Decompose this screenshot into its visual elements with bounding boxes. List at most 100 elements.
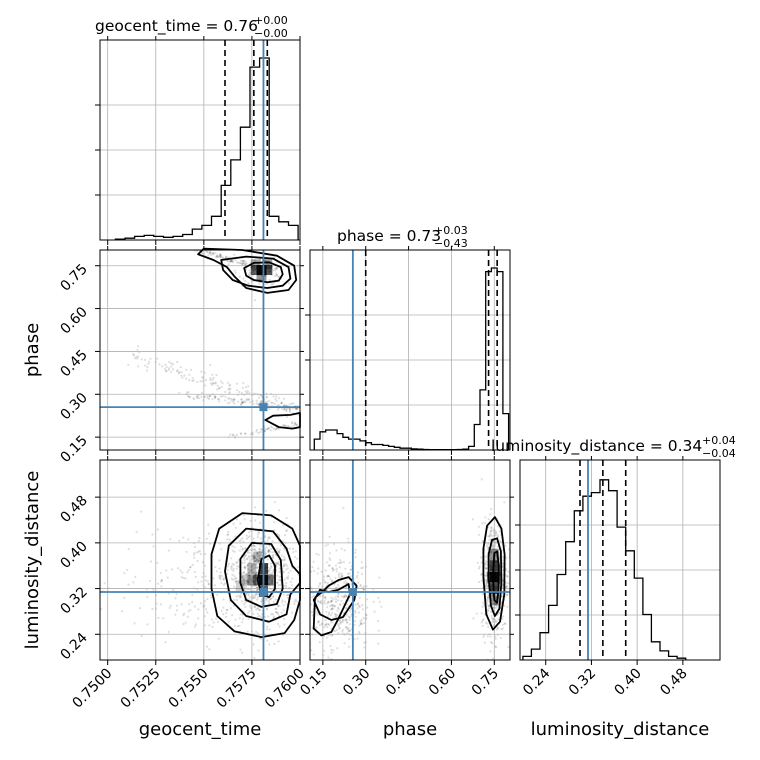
sample-point — [363, 585, 366, 588]
sample-point — [127, 583, 130, 586]
sample-point — [277, 612, 280, 615]
sample-point — [252, 402, 255, 406]
sample-point — [207, 583, 210, 586]
sample-point — [360, 567, 363, 570]
sample-point — [337, 583, 340, 587]
sample-point — [226, 402, 230, 405]
sample-point — [283, 578, 286, 581]
sample-point — [222, 583, 225, 586]
sample-point — [267, 427, 271, 430]
sample-point — [360, 622, 363, 626]
sample-point — [340, 599, 343, 602]
sample-point — [358, 624, 361, 627]
sample-point — [253, 560, 256, 563]
sample-point — [255, 572, 258, 575]
sample-point — [342, 506, 345, 509]
sample-point — [269, 550, 272, 553]
sample-point — [258, 548, 262, 551]
sample-point — [274, 598, 277, 601]
sample-point — [170, 370, 173, 373]
sample-point — [293, 600, 296, 603]
sample-point — [246, 564, 250, 567]
panel-frame — [309, 249, 511, 451]
sample-point — [234, 581, 237, 584]
sample-point — [354, 611, 357, 614]
sample-point — [140, 634, 143, 638]
sample-point — [256, 593, 259, 596]
sample-point — [229, 260, 232, 263]
sample-point — [277, 397, 281, 400]
sample-point — [302, 603, 304, 605]
sample-point — [354, 620, 357, 623]
sample-point — [253, 548, 256, 552]
sample-point — [269, 569, 272, 572]
sample-point — [257, 649, 260, 652]
sample-point — [343, 594, 346, 598]
sample-point — [204, 384, 207, 387]
sample-point — [483, 521, 486, 524]
sample-point — [377, 629, 380, 632]
sample-point — [484, 562, 487, 565]
sample-point — [491, 621, 494, 624]
sample-point — [227, 387, 230, 391]
sample-point — [497, 612, 500, 615]
sample-point — [378, 600, 381, 604]
sample-point — [489, 530, 493, 533]
sample-point — [226, 569, 229, 572]
sample-point — [260, 545, 263, 548]
sample-point — [241, 263, 244, 266]
sample-point — [507, 570, 510, 573]
sample-point — [486, 546, 489, 549]
sample-point — [241, 547, 245, 550]
sample-point — [348, 629, 351, 632]
sample-point — [163, 367, 166, 371]
sample-point — [270, 425, 273, 428]
sample-point — [484, 585, 487, 588]
sample-point — [243, 571, 246, 574]
sample-point — [184, 621, 187, 624]
sample-point — [282, 397, 285, 400]
sample-point — [171, 362, 174, 366]
sample-point — [487, 543, 490, 546]
sample-point — [252, 596, 255, 600]
sample-point — [227, 381, 230, 384]
sample-point — [257, 559, 260, 562]
sample-point — [315, 626, 318, 629]
density-cell — [256, 265, 267, 275]
sample-point — [485, 580, 488, 583]
sample-point — [230, 260, 233, 263]
sample-point — [480, 621, 483, 624]
sample-point — [201, 380, 204, 383]
sample-point — [495, 533, 498, 536]
sample-point — [284, 586, 288, 589]
sample-point — [345, 618, 348, 621]
sample-point — [486, 600, 489, 603]
sample-point — [278, 550, 281, 554]
sample-point — [211, 398, 214, 401]
sample-point — [149, 560, 153, 563]
sample-point — [161, 365, 164, 368]
sample-point — [318, 641, 321, 644]
sample-point — [146, 623, 149, 626]
sample-point — [159, 603, 162, 606]
sample-point — [196, 395, 199, 398]
ytick-label: 0.30 — [57, 390, 90, 423]
sample-point — [199, 553, 202, 556]
sample-point — [256, 552, 259, 555]
sample-point — [492, 540, 495, 544]
sample-point — [487, 597, 490, 600]
ytick-label: 0.40 — [57, 538, 90, 571]
sample-point — [330, 600, 333, 603]
sample-point — [323, 602, 326, 605]
sample-point — [490, 508, 493, 511]
sample-point — [295, 408, 298, 411]
sample-point — [329, 558, 332, 562]
sample-point — [168, 367, 171, 370]
sample-point — [323, 600, 326, 603]
sample-point — [266, 558, 269, 561]
sample-point — [283, 408, 286, 411]
sample-point — [283, 408, 286, 411]
sample-point — [208, 395, 211, 398]
sample-point — [244, 585, 247, 588]
sample-point — [241, 401, 244, 404]
